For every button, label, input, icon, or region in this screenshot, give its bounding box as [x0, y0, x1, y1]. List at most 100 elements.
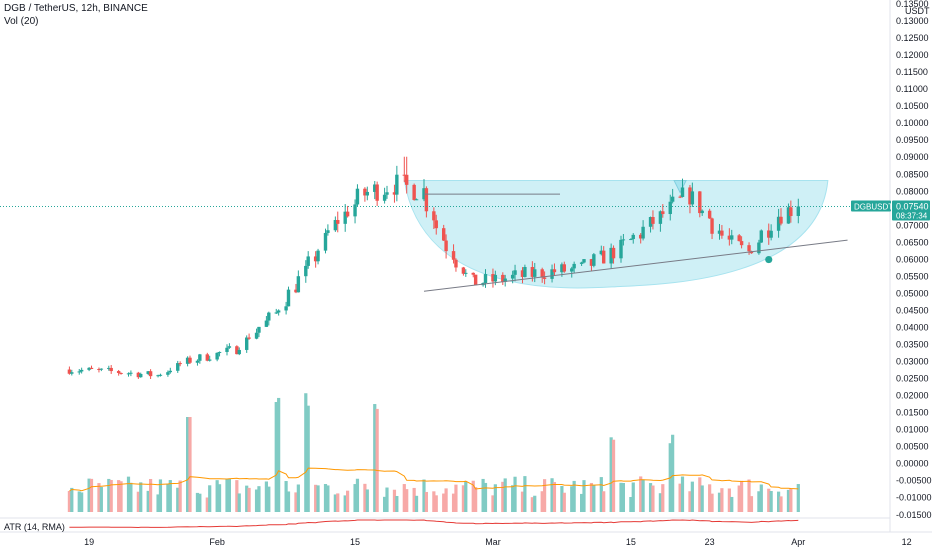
volume-bar [235, 480, 239, 512]
volume-bar [296, 484, 300, 512]
volume-bar [483, 482, 488, 512]
volume-bar [166, 483, 170, 512]
volume-bar [119, 481, 123, 512]
volume-bar [629, 496, 633, 512]
candle-body [510, 274, 515, 279]
candle-body [333, 219, 338, 231]
candle-body [631, 234, 635, 240]
volume-bar [444, 488, 448, 512]
candle-body [79, 369, 84, 372]
candle-body [385, 192, 389, 195]
candle-body [483, 274, 488, 283]
volume-bar [139, 482, 143, 512]
volume-bar [217, 484, 222, 512]
candle-body [405, 174, 409, 185]
candle-body [503, 278, 507, 282]
volume-bar [550, 478, 554, 512]
candle-body [602, 250, 606, 264]
time-axis[interactable]: 19Feb15Mar1523Apr1220May1524 [0, 531, 932, 547]
candle-body [720, 230, 724, 236]
atr-line [69, 519, 799, 529]
candle-body [727, 235, 732, 240]
candle-body [178, 363, 182, 365]
volume-bar [493, 484, 497, 512]
volume-bar [392, 489, 397, 512]
price-tag-countdown: 08:37:34 [896, 211, 928, 220]
volume-bar [442, 493, 446, 512]
price-tick-label: 0.08500 [896, 169, 929, 179]
candle-body [619, 239, 623, 259]
candle-body [414, 199, 419, 201]
time-tick-label: 23 [705, 537, 715, 547]
volume-bar [641, 479, 645, 512]
candle-body [313, 256, 318, 262]
volume-bar [671, 434, 675, 512]
volume-bar [126, 476, 131, 512]
candle-body [464, 272, 468, 274]
volume-bar [346, 490, 350, 512]
candle-body [629, 239, 633, 241]
volume-bar [375, 408, 379, 512]
candle-body [651, 217, 655, 224]
candle-body [294, 289, 298, 293]
candle-body [688, 187, 692, 205]
candle-body [119, 372, 123, 374]
volume-bar [779, 496, 783, 512]
candle-body [316, 250, 320, 262]
volume-bar [730, 496, 734, 512]
candle-body [540, 269, 544, 278]
candle-body [70, 372, 74, 374]
candle-body [365, 191, 369, 196]
volume-bar [710, 493, 714, 512]
volume-bar [599, 477, 603, 512]
candle-body [185, 357, 190, 364]
price-tick-label: 0.09000 [896, 152, 929, 162]
candle-body [700, 210, 704, 214]
volume-bar [383, 496, 387, 512]
candle-body [326, 230, 330, 233]
candle-body [572, 263, 576, 269]
candle-body [739, 241, 744, 246]
candle-body [343, 211, 347, 224]
volume-bar [149, 478, 153, 512]
volume-bar [67, 491, 71, 512]
candle-body [493, 274, 498, 282]
volume-bar [168, 480, 172, 512]
volume-bar [77, 491, 81, 512]
price-tick-label: 0.11500 [896, 67, 928, 77]
volume-legend: Vol (20) [4, 16, 39, 27]
price-tick-label: 0.09500 [896, 135, 929, 145]
candle-body [276, 310, 281, 313]
price-tick-label: 0.12500 [896, 33, 929, 43]
volume-bar [759, 484, 763, 512]
support-trendline [423, 239, 848, 292]
volume-bar [602, 491, 606, 512]
symbol-tag-box [851, 200, 891, 212]
candle-body [520, 270, 525, 277]
candle-body [698, 191, 702, 214]
volume-bar [562, 492, 566, 512]
candle-body [560, 264, 564, 273]
candle-body [146, 371, 150, 374]
chart-title: DGB / TetherUS, 12h, BINANCE [4, 3, 148, 14]
candle-body [680, 187, 685, 197]
volume-bar [156, 494, 160, 512]
volume-bar [737, 485, 741, 512]
volume-bar [286, 491, 291, 512]
candle-body [442, 228, 446, 241]
price-tag-box [892, 200, 930, 221]
volume-bar [619, 482, 623, 512]
volume-bar [769, 491, 773, 512]
candle-body [533, 269, 537, 277]
volume-bar [365, 489, 369, 512]
price-tick-label: -0.01500 [896, 510, 932, 520]
candle-body [471, 272, 475, 275]
volume-bar [99, 487, 103, 512]
candle-body [609, 247, 613, 264]
volume-bar [580, 493, 584, 512]
volume-bar [552, 482, 557, 512]
candle-body [158, 374, 163, 376]
volume-bar [306, 405, 310, 512]
volume-bar [323, 484, 328, 512]
